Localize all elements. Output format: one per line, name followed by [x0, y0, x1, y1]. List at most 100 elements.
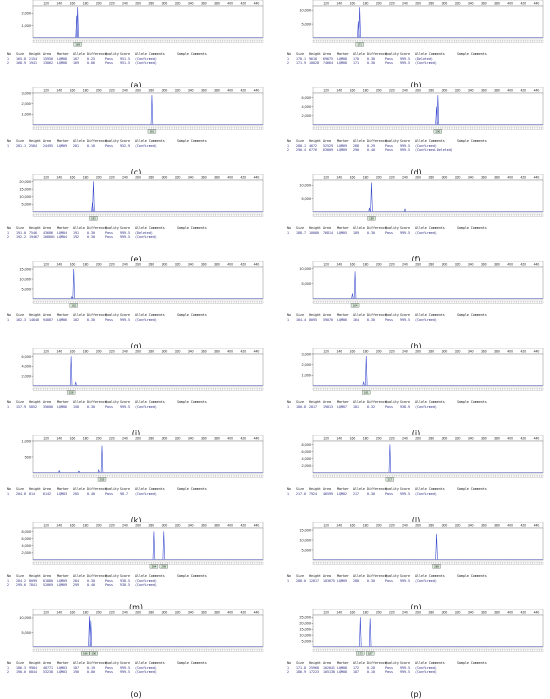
x-tick-label: 400: [507, 610, 513, 614]
plot-frame: [32, 5, 264, 39]
header-allele-comments: Allele Comments: [415, 52, 445, 56]
cell-marker: LQM05: [337, 230, 347, 235]
table-header: No Size Height Area Marker Allele Difference Qu…: [7, 226, 267, 231]
allele-tag: 171: [355, 42, 364, 46]
cell-difference: 0.29: [367, 143, 375, 148]
header-no: No: [7, 139, 11, 143]
allele-table: No Size Height Area Marker Allele Difference Qu…: [7, 661, 267, 675]
x-tick-label: 340: [468, 262, 474, 266]
bin-strip: [312, 213, 544, 217]
cell-height: 7841: [29, 583, 37, 588]
x-tick-label: 400: [507, 88, 513, 92]
x-tick-label: 380: [214, 436, 220, 440]
x-tick-label: 320: [175, 1, 181, 5]
header-sample-comments: Sample Comments: [177, 226, 207, 230]
cell-area: 13062: [43, 61, 53, 66]
minor-peak: [74, 381, 77, 386]
x-tick-label: 180: [83, 610, 89, 614]
x-tick-label: 260: [415, 262, 421, 266]
panel-f: 120 140 160 180 200 220 240 260 280 300 320 340 360 3…: [285, 174, 547, 264]
panel-i: 120 140 160 180 200 220 240 260 280 300 320 340 360 3…: [5, 348, 267, 438]
allele-tag-label: 192: [91, 216, 96, 220]
plot-frame: [32, 614, 264, 648]
cell-no: 2: [7, 670, 9, 675]
x-tick-label: 380: [214, 610, 220, 614]
x-tick-label: 160: [70, 610, 76, 614]
cell-area: 69675: [323, 56, 333, 61]
minor-peak: [403, 208, 407, 212]
cell-marker: LQM09: [337, 578, 347, 583]
header-no: No: [287, 487, 291, 491]
x-tick-label: 300: [442, 262, 448, 266]
allele-tag: 192: [89, 216, 98, 220]
cell-no: 1: [7, 491, 9, 496]
y-tick-label: 2,000: [21, 12, 31, 16]
panel-e: 120 140 160 180 200 220 240 260 280 300 320 340 360 3…: [5, 174, 267, 264]
cell-difference: 0.25: [87, 56, 95, 61]
cell-height: 2817: [309, 404, 317, 409]
x-tick-label: 200: [376, 175, 382, 179]
allele-tag-label: 164: [353, 303, 358, 307]
allele-tag: 281: [147, 129, 157, 133]
table-row: 2 186.9 17223 105138 LQM08 187 0.10 Pass 999.5 (C…: [287, 670, 547, 675]
cell-allele-comments: (Confirmed): [135, 56, 157, 61]
allele-tag-label: 162: [71, 303, 76, 307]
chart-svg: 120 140 160 180 200 220 240 260 280 300 320 340 360 3…: [301, 87, 544, 133]
header-allele-comments: Allele Comments: [135, 661, 165, 665]
x-tick-label: 360: [481, 1, 487, 5]
x-tick-label: 220: [389, 262, 395, 266]
cell-area: 59070: [323, 317, 333, 322]
x-tick-label: 200: [376, 523, 382, 527]
allele-tag: 172: [356, 651, 365, 655]
cell-marker: LQM09: [337, 143, 347, 148]
x-tick-label: 220: [109, 88, 115, 92]
cell-allele: 171: [353, 61, 359, 66]
cell-marker: LQM07: [337, 404, 347, 409]
header-size: Size: [16, 226, 24, 230]
header-allele-comments: Allele Comments: [135, 574, 165, 578]
header-marker: Marker: [337, 313, 349, 317]
panel-h: 120 140 160 180 200 220 240 260 280 300 320 340 360 3…: [285, 261, 547, 351]
x-tick-label: 160: [70, 349, 76, 353]
allele-table: No Size Height Area Marker Allele Difference Qu…: [7, 313, 267, 322]
peak: [92, 181, 95, 212]
plot-frame: [312, 92, 544, 126]
allele-tag-label: 205: [100, 477, 105, 481]
x-tick-label: 300: [442, 175, 448, 179]
cell-difference: 0.19: [87, 665, 95, 670]
cell-score: 938.9: [400, 404, 410, 409]
cell-no: 1: [287, 578, 289, 583]
header-allele-comments: Allele Comments: [415, 139, 445, 143]
x-tick-label: 320: [175, 262, 181, 266]
x-tick-label: 280: [428, 523, 434, 527]
header-allele: Allele: [73, 661, 85, 665]
x-tick-label: 440: [254, 262, 260, 266]
header-quality: Quality: [385, 52, 399, 56]
x-tick-label: 240: [122, 349, 128, 353]
x-tick-label: 380: [494, 1, 500, 5]
allele-tag-label: 284: [152, 564, 157, 568]
header-no: No: [7, 661, 11, 665]
x-tick-label: 400: [227, 523, 233, 527]
cell-score: 98.7: [120, 491, 128, 496]
allele-tag-box: [73, 42, 82, 47]
x-tick-label: 440: [534, 262, 540, 266]
cell-allele-comments: (Confirmed): [135, 235, 157, 240]
allele-tag: 164: [350, 303, 360, 307]
header-area: Area: [43, 313, 51, 317]
chart-svg: 120 140 160 180 200 220 240 260 280 300 320 340 360 3…: [299, 261, 544, 307]
cell-size: 168.9: [16, 61, 26, 66]
header-no: No: [287, 574, 291, 578]
x-tick-label: 220: [389, 610, 395, 614]
x-tick-label: 240: [122, 523, 128, 527]
cell-no: 1: [287, 317, 289, 322]
header-sample-comments: Sample Comments: [457, 139, 487, 143]
peak: [365, 355, 368, 386]
header-size: Size: [296, 139, 304, 143]
allele-table: No Size Height Area Marker Allele Difference Qu…: [287, 487, 547, 496]
cell-difference: 0.40: [87, 583, 95, 588]
header-area: Area: [323, 400, 331, 404]
x-tick-label: 440: [534, 175, 540, 179]
header-no: No: [287, 52, 291, 56]
x-tick-label: 320: [455, 610, 461, 614]
